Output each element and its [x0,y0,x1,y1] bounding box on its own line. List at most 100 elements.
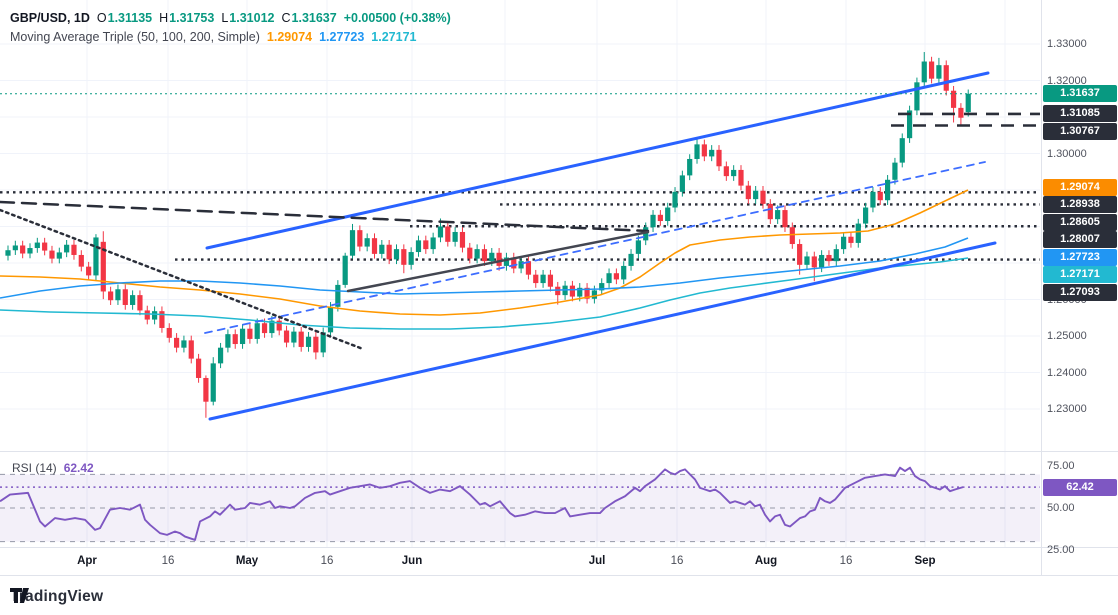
channel-lower-trendline[interactable] [208,241,997,421]
candle-body [657,214,663,222]
candle-body [71,244,77,255]
candle-body [928,61,935,79]
candle-body [518,261,524,269]
price-axis-badge: 1.30767 [1043,122,1117,140]
resistance-dashed-trendline[interactable] [0,200,650,233]
candle-body [115,289,121,301]
tradingview-logo[interactable]: TradingView [10,588,103,606]
candle-body [892,162,898,180]
price-axis-badge: 1.31637 [1043,85,1117,103]
price-axis-badge: 1.29074 [1043,178,1117,196]
time-axis-label[interactable]: Apr [77,555,97,567]
candle-body [474,249,480,259]
candle-body [606,273,612,284]
candle-body [64,244,70,253]
candle-body [694,144,700,159]
candle-body [320,332,326,353]
support-gray-trendline[interactable] [346,230,650,293]
channel-median-trendline[interactable] [204,161,986,334]
candle-body [775,210,781,220]
candle-body [599,283,605,291]
rsi-axis-label: 75.00 [1047,460,1075,472]
candle-body [122,289,128,305]
rsi-legend-row[interactable]: RSI (14) 62.42 [12,461,94,475]
legend: GBP/USD, 1D O 1.31135 H 1.31753 L 1.31012 C… [10,8,451,46]
price-axis-label: 1.24000 [1047,366,1087,379]
sma200-line[interactable] [0,257,969,330]
candle-body [261,323,268,334]
ma-legend-row[interactable]: Moving Average Triple (50, 100, 200, Sim… [10,27,451,46]
sma100-line[interactable] [0,237,969,299]
price-axis-label: 1.23000 [1047,403,1087,415]
candle-body [906,110,913,139]
candle-body [173,337,180,348]
time-axis-label[interactable]: Sep [914,555,936,567]
candle-body [577,287,583,297]
candle-body [555,286,561,296]
candle-body [452,231,458,242]
candle-body [496,252,502,266]
price-axis-badge: 1.28938 [1043,196,1117,214]
time-axis-label[interactable]: 16 [839,555,853,567]
candle-body [78,254,84,267]
time-axis-label[interactable]: 16 [161,555,175,567]
candle-body [709,149,715,157]
candle-body [415,240,422,253]
high-value: H 1.31753 [159,10,215,25]
candle-body [613,273,619,280]
candle-body [738,169,744,186]
sma50-line[interactable] [0,189,969,316]
time-axis-label[interactable]: Aug [754,555,778,567]
symbol-title: GBP/USD, 1D [10,10,90,25]
rsi-axis-label: 25.00 [1047,544,1075,556]
tradingview-logo-text: TradingView [10,588,104,605]
resistance-dotted-trendline[interactable] [0,208,365,351]
time-axis-label[interactable]: Jul [588,555,606,567]
candle-body [430,237,436,250]
candle-body [701,144,707,157]
candle-body [503,257,510,266]
candle-body [489,252,495,262]
rsi-line[interactable] [0,466,964,541]
channel-upper-trendline[interactable] [205,71,990,250]
close-value: C 1.31637 [281,10,337,25]
candle-body [731,169,737,177]
candle-body [914,82,920,111]
price-axis-badge: 1.28007 [1043,231,1117,249]
candle-body [445,226,451,242]
time-axis-label[interactable]: May [235,555,259,567]
candle-body [86,266,92,276]
candle-body [137,295,143,311]
candle-body [863,207,869,224]
candle-body [364,238,370,247]
candle-body [877,191,883,201]
candle-body [159,311,165,328]
price-axis-badge: 1.27093 [1043,283,1117,301]
candle-body [152,311,158,320]
candle-body [833,249,839,262]
candle-body [276,320,282,331]
candle-body [232,334,238,345]
candle-body [305,336,312,347]
time-axis-label[interactable]: Jun [401,555,423,567]
candle-body [467,247,473,259]
candle-body [357,230,363,247]
candle-body [247,328,253,339]
rsi-axis-badge: 62.42 [1043,478,1117,496]
candle-body [533,274,539,284]
low-value: L 1.31012 [221,10,275,25]
candle-body [899,138,905,163]
candle-body [423,240,429,250]
candle-body [965,93,971,113]
rsi-value: 62.42 [63,461,94,475]
price-axis-badge: 1.27723 [1043,248,1117,266]
candle-body [327,306,334,333]
candle-body [5,250,11,256]
price-axis-label: 1.33000 [1047,38,1087,50]
time-axis-label[interactable]: 16 [320,555,334,567]
candle-body [621,265,627,280]
time-axis-label[interactable]: 16 [670,555,684,567]
symbol-legend-row[interactable]: GBP/USD, 1D O 1.31135 H 1.31753 L 1.31012 C… [10,8,451,27]
price-axis-label: 1.25000 [1047,330,1087,342]
